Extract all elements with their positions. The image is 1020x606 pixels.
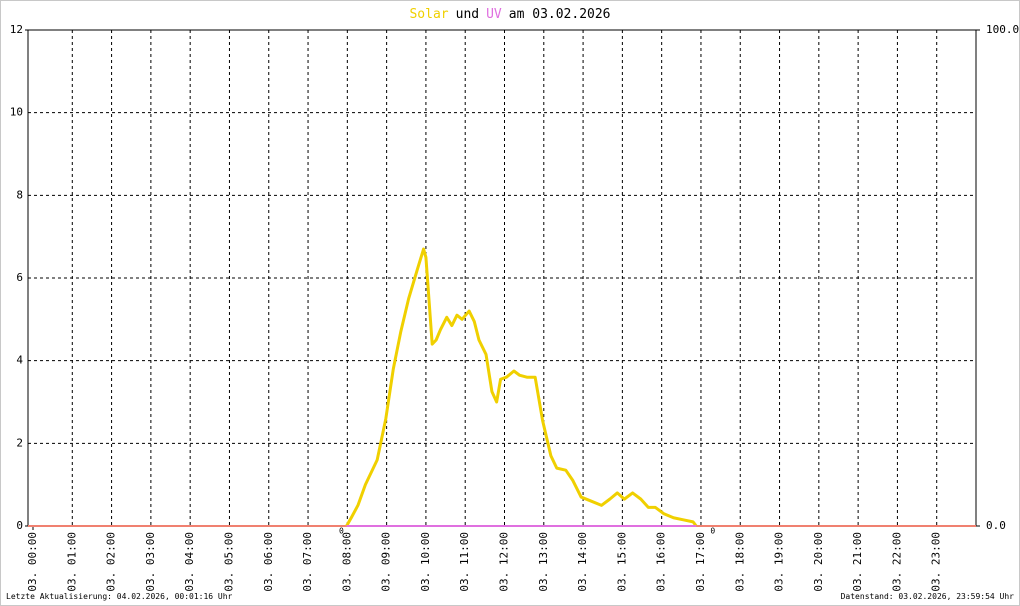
y-tick-label: 8 xyxy=(16,188,23,201)
x-tick-label: 03. 04:00 xyxy=(183,532,196,592)
y-tick-label: 4 xyxy=(16,354,23,367)
y-tick-label: 12 xyxy=(10,23,23,36)
x-tick-label: 03. 21:00 xyxy=(851,532,864,592)
x-tick-label: 03. 10:00 xyxy=(419,532,432,592)
footer-right: Datenstand: 03.02.2026, 23:59:54 Uhr xyxy=(841,592,1015,601)
x-tick-label: 03. 01:00 xyxy=(65,532,78,592)
y-tick-label: 2 xyxy=(16,436,23,449)
x-tick-label: 03. 15:00 xyxy=(615,532,628,592)
x-tick-label: 03. 18:00 xyxy=(733,532,746,592)
y2-tick-label: 0.0 xyxy=(986,519,1006,532)
x-tick-label: 03. 06:00 xyxy=(262,532,275,592)
annotation: 0 xyxy=(710,527,715,536)
footer-left: Letzte Aktualisierung: 04.02.2026, 00:01… xyxy=(6,592,233,601)
title-part: am 03.02.2026 xyxy=(509,7,611,22)
x-tick-label: 03. 22:00 xyxy=(890,532,903,592)
x-tick-label: 03. 23:00 xyxy=(930,532,943,592)
y-tick-label: 0 xyxy=(16,519,23,532)
x-tick-label: 03. 03:00 xyxy=(144,532,157,592)
x-tick-label: 03. 19:00 xyxy=(773,532,786,592)
data-line xyxy=(345,247,698,527)
x-tick-label: 03. 20:00 xyxy=(812,532,825,592)
title-part: Solar xyxy=(409,7,448,22)
x-tick-label: 03. 17:00 xyxy=(694,532,707,592)
y-tick-label: 6 xyxy=(16,271,23,284)
x-tick-label: 03. 08:00 xyxy=(340,532,353,592)
y-tick-label: 10 xyxy=(10,106,23,119)
title-part: UV xyxy=(486,7,502,22)
x-tick-label: 03. 09:00 xyxy=(380,532,393,592)
x-tick-label: 03. 07:00 xyxy=(301,532,314,592)
x-tick-label: 03. 05:00 xyxy=(222,532,235,592)
x-tick-label: 03. 00:00 xyxy=(26,532,39,592)
x-tick-label: 03. 16:00 xyxy=(655,532,668,592)
annotation: 0 xyxy=(339,527,344,536)
y2-tick-label: 100.0 xyxy=(986,23,1019,36)
x-tick-label: 03. 11:00 xyxy=(458,532,471,592)
x-tick-label: 03. 12:00 xyxy=(498,532,511,592)
chart-title: Solar und UV am 03.02.2026 xyxy=(409,7,610,22)
title-part: und xyxy=(456,7,479,22)
x-tick-label: 03. 02:00 xyxy=(105,532,118,592)
x-tick-label: 03. 14:00 xyxy=(576,532,589,592)
x-tick-label: 03. 13:00 xyxy=(537,532,550,592)
